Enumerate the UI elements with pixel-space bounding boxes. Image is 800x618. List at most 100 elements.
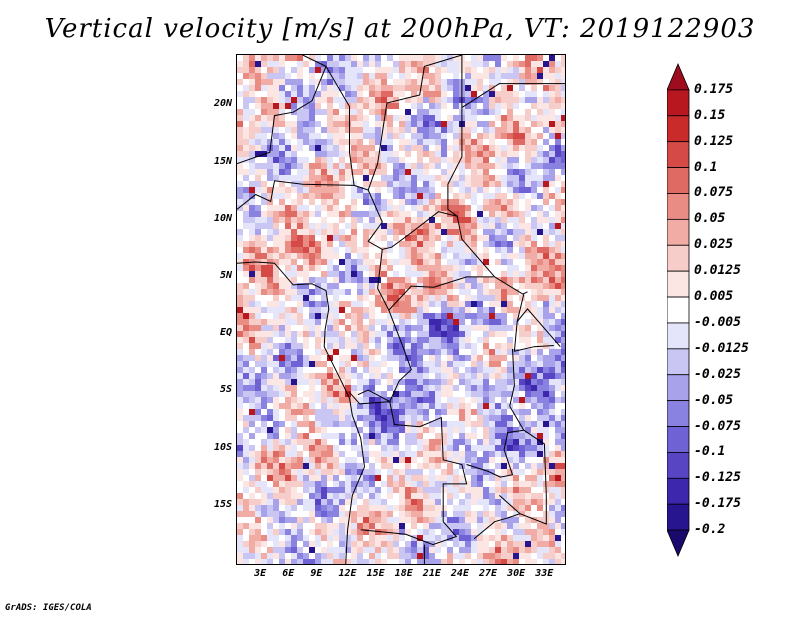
field-cell xyxy=(309,553,315,559)
field-cell xyxy=(309,511,315,517)
field-cell xyxy=(435,493,441,499)
field-cell xyxy=(405,85,411,91)
field-cell xyxy=(261,193,267,199)
field-cell xyxy=(531,271,537,277)
field-cell xyxy=(531,409,537,415)
field-cell xyxy=(291,181,297,187)
field-cell xyxy=(453,367,459,373)
field-cell xyxy=(549,391,555,397)
field-cell xyxy=(555,511,561,517)
field-cell xyxy=(507,235,513,241)
field-cell xyxy=(375,193,381,199)
field-cell xyxy=(417,331,423,337)
field-cell xyxy=(261,355,267,361)
field-cell xyxy=(267,475,273,481)
field-cell xyxy=(411,469,417,475)
field-cell xyxy=(549,163,555,169)
field-cell xyxy=(543,421,549,427)
field-cell xyxy=(465,541,471,547)
field-cell xyxy=(345,361,351,367)
field-cell xyxy=(417,247,423,253)
field-cell xyxy=(345,223,351,229)
field-cell xyxy=(363,85,369,91)
field-cell xyxy=(369,331,375,337)
field-cell xyxy=(501,361,507,367)
field-cell xyxy=(369,145,375,151)
field-cell xyxy=(531,175,537,181)
field-cell xyxy=(321,79,327,85)
field-cell xyxy=(309,253,315,259)
field-cell xyxy=(519,127,525,133)
field-cell xyxy=(381,265,387,271)
field-cell xyxy=(507,277,513,283)
field-cell xyxy=(525,319,531,325)
field-cell xyxy=(327,199,333,205)
field-cell xyxy=(309,559,315,564)
field-cell xyxy=(543,541,549,547)
field-cell xyxy=(489,499,495,505)
field-cell xyxy=(321,175,327,181)
field-cell xyxy=(465,163,471,169)
field-cell xyxy=(243,175,249,181)
field-cell xyxy=(495,79,501,85)
field-cell xyxy=(543,115,549,121)
field-cell xyxy=(471,337,477,343)
field-cell xyxy=(513,349,519,355)
field-cell xyxy=(285,349,291,355)
field-cell xyxy=(459,259,465,265)
field-cell xyxy=(381,391,387,397)
field-cell xyxy=(393,415,399,421)
field-cell xyxy=(513,85,519,91)
field-cell xyxy=(501,73,507,79)
field-cell xyxy=(519,151,525,157)
field-cell xyxy=(507,373,513,379)
field-cell xyxy=(333,139,339,145)
field-cell xyxy=(477,415,483,421)
field-cell xyxy=(249,211,255,217)
field-cell xyxy=(405,253,411,259)
field-cell xyxy=(513,529,519,535)
field-cell xyxy=(531,79,537,85)
field-cell xyxy=(435,415,441,421)
field-cell xyxy=(369,265,375,271)
field-cell xyxy=(537,151,543,157)
field-cell xyxy=(375,499,381,505)
field-cell xyxy=(531,145,537,151)
field-cell xyxy=(531,121,537,127)
field-cell xyxy=(255,307,261,313)
field-cell xyxy=(489,187,495,193)
field-cell xyxy=(513,535,519,541)
field-cell xyxy=(303,331,309,337)
field-cell xyxy=(525,289,531,295)
field-cell xyxy=(447,217,453,223)
field-cell xyxy=(495,55,501,61)
field-cell xyxy=(561,307,565,313)
field-cell xyxy=(429,487,435,493)
field-cell xyxy=(309,265,315,271)
field-cell xyxy=(465,373,471,379)
field-cell xyxy=(543,403,549,409)
field-cell xyxy=(507,493,513,499)
field-cell xyxy=(441,283,447,289)
field-cell xyxy=(315,535,321,541)
field-cell xyxy=(471,433,477,439)
field-cell xyxy=(405,457,411,463)
field-cell xyxy=(417,511,423,517)
field-cell xyxy=(345,211,351,217)
field-cell xyxy=(387,115,393,121)
field-cell xyxy=(375,127,381,133)
field-cell xyxy=(417,493,423,499)
field-cell xyxy=(465,61,471,67)
field-cell xyxy=(525,109,531,115)
field-cell xyxy=(531,247,537,253)
field-cell xyxy=(501,199,507,205)
field-cell xyxy=(549,409,555,415)
field-cell xyxy=(249,361,255,367)
field-cell xyxy=(369,559,375,564)
field-cell xyxy=(453,133,459,139)
field-cell xyxy=(363,283,369,289)
field-cell xyxy=(549,115,555,121)
field-cell xyxy=(423,409,429,415)
field-cell xyxy=(255,223,261,229)
field-cell xyxy=(507,265,513,271)
